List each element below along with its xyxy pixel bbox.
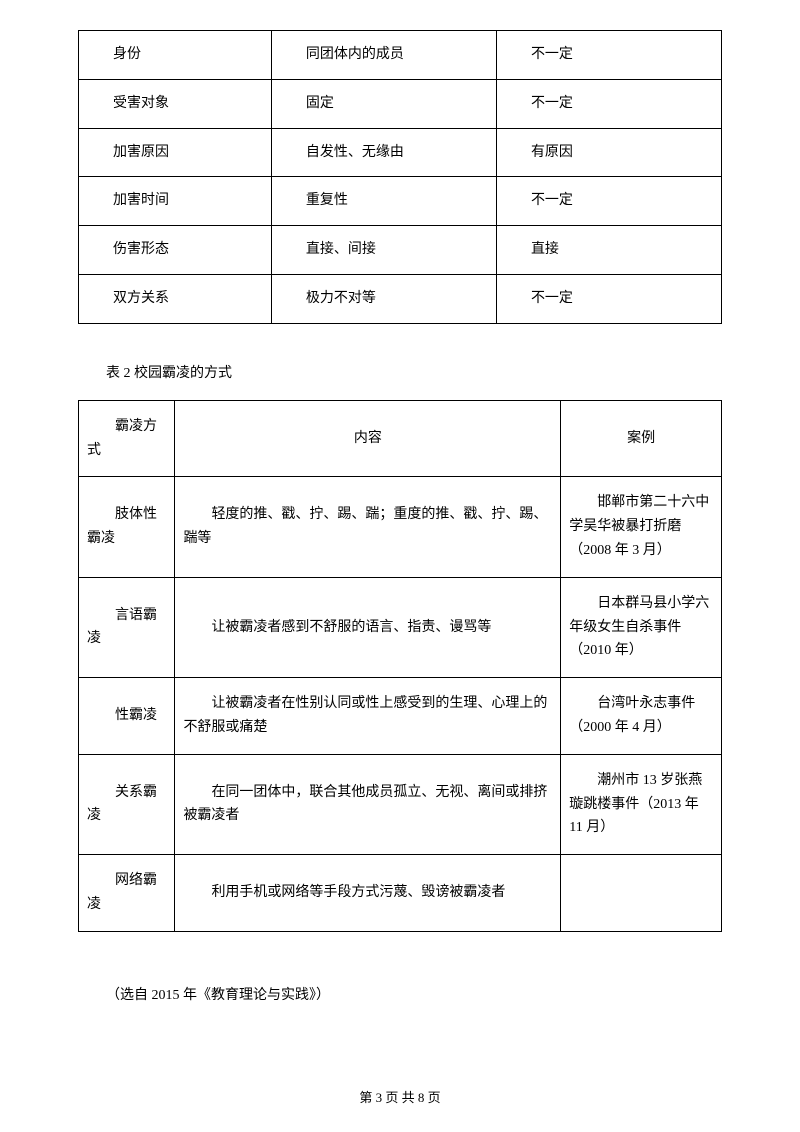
source-text: （选自 2015 年《教育理论与实践》） bbox=[78, 984, 722, 1004]
cell: 言语霸凌 bbox=[79, 577, 175, 677]
cell: 伤害形态 bbox=[79, 226, 272, 275]
table-1: 身份 同团体内的成员 不一定 受害对象 固定 不一定 加害原因 自发性、无缘由 … bbox=[78, 30, 722, 324]
cell bbox=[561, 855, 722, 932]
table-row: 受害对象 固定 不一定 bbox=[79, 79, 722, 128]
cell: 不一定 bbox=[496, 31, 721, 80]
cell: 加害时间 bbox=[79, 177, 272, 226]
cell: 网络霸凌 bbox=[79, 855, 175, 932]
table-row: 言语霸凌 让被霸凌者感到不舒服的语言、指责、谩骂等 日本群马县小学六年级女生自杀… bbox=[79, 577, 722, 677]
table-row: 身份 同团体内的成员 不一定 bbox=[79, 31, 722, 80]
cell: 受害对象 bbox=[79, 79, 272, 128]
cell: 固定 bbox=[271, 79, 496, 128]
cell: 不一定 bbox=[496, 177, 721, 226]
table-row: 加害时间 重复性 不一定 bbox=[79, 177, 722, 226]
cell: 不一定 bbox=[496, 79, 721, 128]
cell: 让被霸凌者在性别认同或性上感受到的生理、心理上的不舒服或痛楚 bbox=[175, 678, 561, 755]
cell: 在同一团体中，联合其他成员孤立、无视、离间或排挤被霸凌者 bbox=[175, 754, 561, 854]
cell: 极力不对等 bbox=[271, 274, 496, 323]
table-row: 性霸凌 让被霸凌者在性别认同或性上感受到的生理、心理上的不舒服或痛楚 台湾叶永志… bbox=[79, 678, 722, 755]
cell: 身份 bbox=[79, 31, 272, 80]
table-row: 关系霸凌 在同一团体中，联合其他成员孤立、无视、离间或排挤被霸凌者 潮州市 13… bbox=[79, 754, 722, 854]
table-2: 霸凌方式 内容 案例 肢体性霸凌 轻度的推、戳、拧、踢、踹；重度的推、戳、拧、踢… bbox=[78, 400, 722, 932]
header-cell: 霸凌方式 bbox=[79, 400, 175, 477]
cell: 肢体性霸凌 bbox=[79, 477, 175, 577]
cell: 性霸凌 bbox=[79, 678, 175, 755]
cell: 日本群马县小学六年级女生自杀事件（2010 年） bbox=[561, 577, 722, 677]
cell: 双方关系 bbox=[79, 274, 272, 323]
cell: 让被霸凌者感到不舒服的语言、指责、谩骂等 bbox=[175, 577, 561, 677]
cell: 直接 bbox=[496, 226, 721, 275]
cell: 关系霸凌 bbox=[79, 754, 175, 854]
page-footer: 第 3 页 共 8 页 bbox=[0, 1087, 800, 1106]
table-row: 加害原因 自发性、无缘由 有原因 bbox=[79, 128, 722, 177]
cell: 邯郸市第二十六中学吴华被暴打折磨（2008 年 3 月） bbox=[561, 477, 722, 577]
cell: 台湾叶永志事件（2000 年 4 月） bbox=[561, 678, 722, 755]
cell: 自发性、无缘由 bbox=[271, 128, 496, 177]
cell: 潮州市 13 岁张燕璇跳楼事件（2013 年 11 月） bbox=[561, 754, 722, 854]
cell: 不一定 bbox=[496, 274, 721, 323]
table-row: 肢体性霸凌 轻度的推、戳、拧、踢、踹；重度的推、戳、拧、踢、踹等 邯郸市第二十六… bbox=[79, 477, 722, 577]
cell: 重复性 bbox=[271, 177, 496, 226]
table-header-row: 霸凌方式 内容 案例 bbox=[79, 400, 722, 477]
header-cell: 案例 bbox=[561, 400, 722, 477]
cell: 加害原因 bbox=[79, 128, 272, 177]
table-1-body: 身份 同团体内的成员 不一定 受害对象 固定 不一定 加害原因 自发性、无缘由 … bbox=[79, 31, 722, 324]
table-row: 双方关系 极力不对等 不一定 bbox=[79, 274, 722, 323]
header-cell: 内容 bbox=[175, 400, 561, 477]
cell: 利用手机或网络等手段方式污蔑、毁谤被霸凌者 bbox=[175, 855, 561, 932]
table-row: 网络霸凌 利用手机或网络等手段方式污蔑、毁谤被霸凌者 bbox=[79, 855, 722, 932]
cell: 同团体内的成员 bbox=[271, 31, 496, 80]
table-2-caption: 表 2 校园霸凌的方式 bbox=[78, 362, 722, 382]
cell: 轻度的推、戳、拧、踢、踹；重度的推、戳、拧、踢、踹等 bbox=[175, 477, 561, 577]
cell: 直接、间接 bbox=[271, 226, 496, 275]
table-row: 伤害形态 直接、间接 直接 bbox=[79, 226, 722, 275]
cell: 有原因 bbox=[496, 128, 721, 177]
